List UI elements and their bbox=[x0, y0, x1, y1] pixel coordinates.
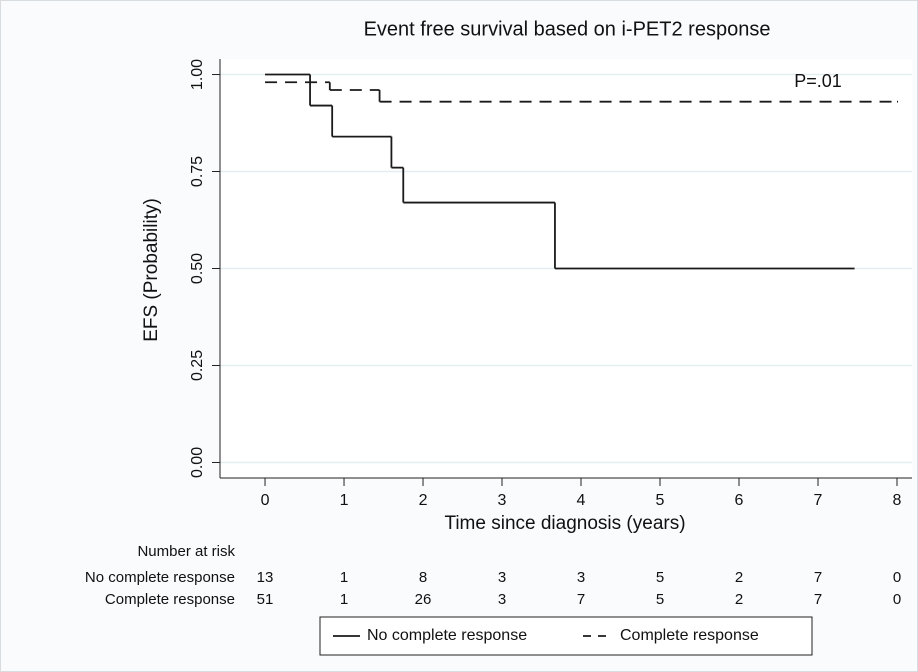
x-axis-label: Time since diagnosis (years) bbox=[444, 513, 685, 534]
risk-count: 0 bbox=[893, 591, 901, 608]
risk-table-title: Number at risk bbox=[137, 543, 235, 560]
risk-count: 7 bbox=[577, 591, 585, 608]
risk-count: 8 bbox=[419, 569, 427, 586]
x-tick-label: 6 bbox=[735, 492, 744, 509]
y-tick-label: 0.25 bbox=[189, 350, 206, 381]
risk-count: 5 bbox=[656, 569, 664, 586]
risk-count: 0 bbox=[893, 569, 901, 586]
risk-count: 5 bbox=[656, 591, 664, 608]
chart-title: Event free survival based on i-PET2 resp… bbox=[364, 18, 771, 40]
risk-count: 3 bbox=[498, 591, 506, 608]
x-tick-label: 8 bbox=[893, 492, 902, 509]
annotation: P=.01 bbox=[794, 71, 842, 91]
x-tick-label: 7 bbox=[814, 492, 823, 509]
x-tick-label: 5 bbox=[656, 492, 665, 509]
risk-count: 1 bbox=[340, 569, 348, 586]
risk-count: 3 bbox=[577, 569, 585, 586]
risk-row-label: Complete response bbox=[105, 591, 235, 608]
y-tick-label: 1.00 bbox=[189, 59, 206, 90]
risk-count: 51 bbox=[257, 591, 274, 608]
x-tick-label: 3 bbox=[498, 492, 507, 509]
risk-row-label: No complete response bbox=[85, 569, 235, 586]
legend-label: No complete response bbox=[367, 627, 527, 644]
y-tick-label: 0.50 bbox=[189, 253, 206, 284]
x-tick-label: 0 bbox=[261, 492, 270, 509]
y-tick-label: 0.00 bbox=[189, 447, 206, 478]
risk-count: 13 bbox=[257, 569, 274, 586]
risk-count: 3 bbox=[498, 569, 506, 586]
risk-count: 26 bbox=[415, 591, 432, 608]
x-tick-label: 1 bbox=[340, 492, 349, 509]
risk-count: 1 bbox=[340, 591, 348, 608]
legend-box bbox=[319, 616, 813, 656]
y-axis-label: EFS (Probability) bbox=[141, 198, 162, 342]
risk-count: 2 bbox=[735, 591, 743, 608]
risk-count: 2 bbox=[735, 569, 743, 586]
risk-count: 7 bbox=[814, 569, 822, 586]
risk-count: 7 bbox=[814, 591, 822, 608]
y-tick-label: 0.75 bbox=[189, 156, 206, 187]
x-tick-label: 2 bbox=[419, 492, 428, 509]
x-tick-label: 4 bbox=[577, 492, 586, 509]
legend-label: Complete response bbox=[620, 627, 759, 644]
